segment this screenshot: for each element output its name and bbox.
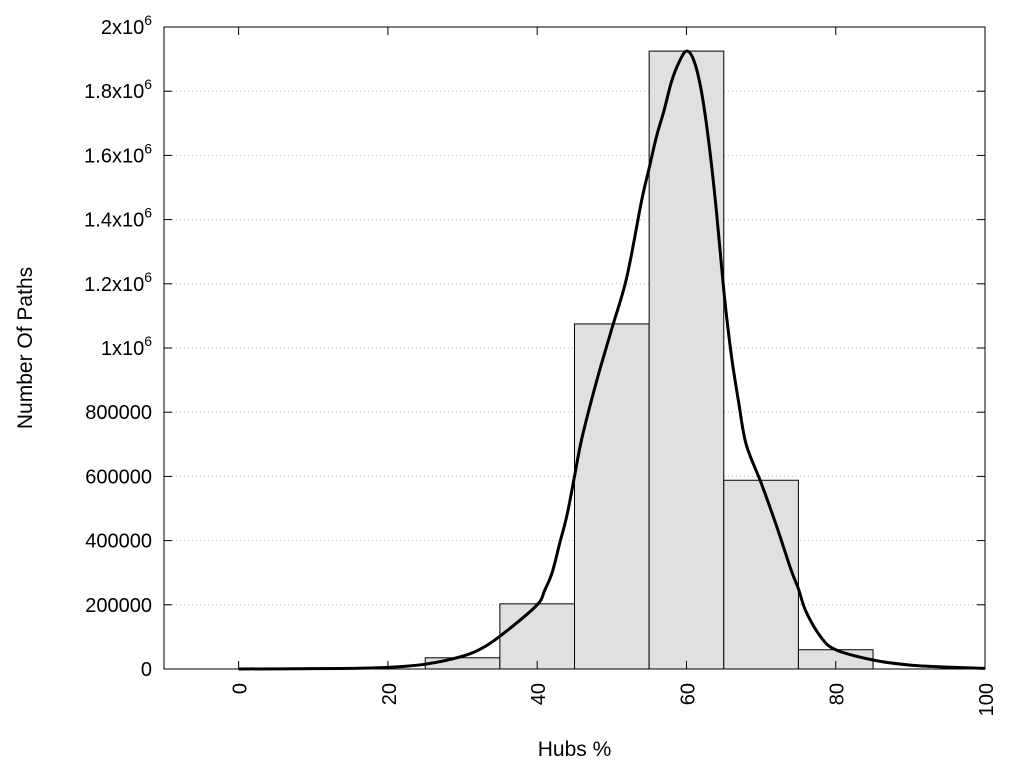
y-tick-label: 1.6x106 [84, 140, 152, 167]
y-tick-label-base: 1.6x10 [84, 145, 144, 167]
y-tick-label: 200000 [85, 595, 152, 617]
y-tick-label-base: 1.4x10 [84, 210, 144, 232]
y-tick-label: 1.2x106 [84, 269, 152, 296]
y-tick-label: 2x106 [101, 12, 152, 39]
curve-line [238, 49, 986, 671]
y-tick-label-exponent: 6 [144, 12, 152, 28]
histogram-bars [424, 50, 874, 670]
y-tick-label: 0 [141, 659, 152, 681]
y-tick-label-exponent: 6 [144, 140, 152, 156]
x-axis-title: Hubs % [538, 738, 612, 761]
axis-ticks [164, 26, 986, 670]
y-tick-label-base: 2x10 [101, 17, 144, 39]
histogram-bar [723, 479, 799, 670]
x-tick-label: 0 [230, 683, 252, 694]
y-tick-label-exponent: 6 [144, 205, 152, 221]
histogram-bar [574, 323, 650, 670]
y-tick-label-base: 1.2x10 [84, 274, 144, 296]
x-tick-label: 80 [827, 683, 849, 705]
y-tick-label-exponent: 6 [144, 269, 152, 285]
y-tick-label: 1.8x106 [84, 76, 152, 103]
y-tick-label-exponent: 6 [144, 76, 152, 92]
y-tick-label-base: 1x10 [101, 338, 144, 360]
histogram-bar [499, 603, 576, 670]
y-tick-label: 600000 [85, 466, 152, 488]
x-tick-label: 40 [528, 683, 550, 705]
y-tick-label: 1x106 [101, 333, 152, 360]
histogram-bar [648, 50, 725, 670]
y-axis-title: Number Of Paths [14, 267, 37, 429]
x-tick-labels: 0 20 40 60 80 100 [230, 683, 998, 716]
y-tick-labels: 02000004000006000008000001x1061.2x1061.4… [84, 12, 152, 681]
x-tick-label: 20 [379, 683, 401, 705]
x-tick-label: 100 [976, 683, 998, 716]
y-tick-label: 800000 [85, 402, 152, 424]
x-tick-label: 60 [677, 683, 699, 705]
fitted-curve [238, 49, 986, 671]
y-tick-label: 400000 [85, 531, 152, 553]
y-tick-label-exponent: 6 [144, 333, 152, 349]
y-tick-label: 1.4x106 [84, 205, 152, 232]
y-tick-label-base: 1.8x10 [84, 81, 144, 103]
gridlines [164, 90, 985, 606]
